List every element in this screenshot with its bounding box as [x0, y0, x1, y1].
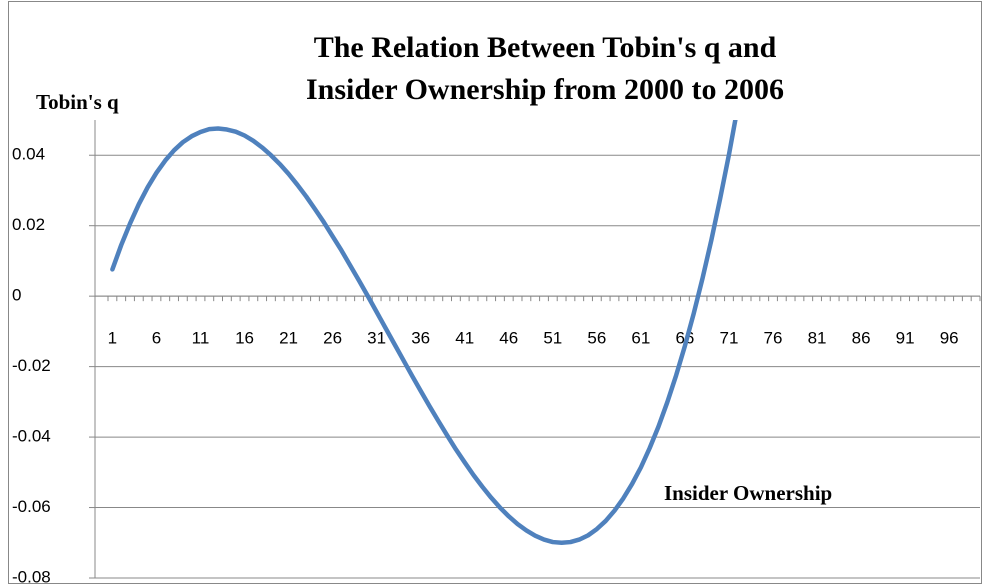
- x-tick-label: 11: [192, 329, 210, 348]
- x-tick-label: 56: [587, 329, 606, 348]
- x-tick-label: 51: [543, 329, 562, 348]
- y-tick-label: 0.02: [12, 215, 45, 234]
- x-tick-label: 36: [411, 329, 430, 348]
- y-tick-label: 0: [12, 286, 21, 305]
- x-tick-label: 6: [152, 329, 161, 348]
- y-tick-label: -0.04: [12, 427, 51, 446]
- x-tick-label: 91: [896, 329, 915, 348]
- x-tick-label: 71: [720, 329, 739, 348]
- x-tick-label: 31: [367, 329, 386, 348]
- x-tick-label: 96: [940, 329, 959, 348]
- x-tick-label: 81: [808, 329, 827, 348]
- y-tick-label: -0.06: [12, 497, 51, 516]
- x-tick-label: 76: [764, 329, 783, 348]
- x-tick-label: 46: [499, 329, 518, 348]
- y-tick-label: -0.08: [12, 567, 51, 585]
- y-tick-label: 0.04: [12, 145, 45, 164]
- x-tick-label: 1: [108, 329, 117, 348]
- data-line: [110, 120, 738, 546]
- chart-title: The Relation Between Tobin's q and: [314, 31, 777, 64]
- x-tick-label: 21: [279, 329, 298, 348]
- chart-title: Insider Ownership from 2000 to 2006: [306, 73, 784, 106]
- x-tick-label: 41: [455, 329, 474, 348]
- y-tick-label: -0.02: [12, 356, 51, 375]
- x-tick-label: 61: [631, 329, 650, 348]
- x-tick-label: 26: [323, 329, 342, 348]
- x-axis-label: Insider Ownership: [664, 481, 832, 505]
- x-tick-label: 16: [235, 329, 254, 348]
- y-axis-label: Tobin's q: [36, 90, 119, 114]
- x-tick-label: 86: [852, 329, 871, 348]
- chart-border: [8, 1, 982, 584]
